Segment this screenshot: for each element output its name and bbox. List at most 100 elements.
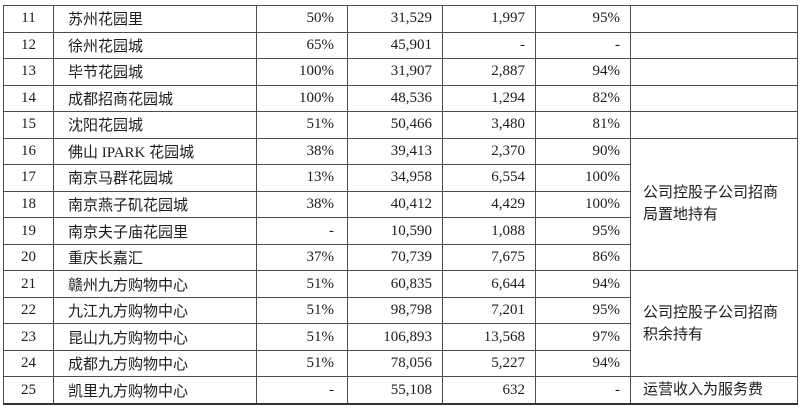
cell-amount-value: 3,480 (442, 111, 536, 139)
cell-amount-value: 2,370 (442, 137, 536, 166)
cell-occupancy-pct: 95% (535, 5, 631, 33)
cell-amount-value: 2,887 (442, 58, 536, 86)
cell-amount-value: 632 (442, 376, 536, 405)
cell-amount-value: 7,201 (442, 296, 536, 325)
cell-note (630, 5, 798, 33)
cell-row-number: 19 (3, 217, 54, 245)
cell-area-value: 31,907 (347, 58, 443, 86)
table-row: 11 苏州花园里 50% 31,529 1,997 95% (3, 5, 798, 33)
cell-property-name: 苏州花园里 (53, 5, 257, 33)
cell-ownership-pct: 38% (256, 137, 348, 166)
cell-occupancy-pct: 94% (535, 349, 631, 378)
cell-occupancy-pct: 81% (535, 111, 631, 139)
cell-ownership-pct: - (256, 217, 348, 245)
cell-ownership-pct: 51% (256, 111, 348, 139)
cell-amount-value: 1,294 (442, 84, 536, 113)
cell-amount-value: 13,568 (442, 323, 536, 351)
cell-occupancy-pct: 97% (535, 323, 631, 351)
table-row: 25 凯里九方购物中心 -55,108 632- 运营收入为服务费 (3, 376, 798, 405)
cell-area-value: 45,901 (347, 31, 443, 60)
table-row: 16 佛山 IPARK 花园城 38% 39,413 2,370 90% 公司控股子公司招商… (3, 137, 798, 272)
cell-row-number: 22 (3, 296, 54, 325)
cell-occupancy-pct: 94% (535, 58, 631, 86)
cell-ownership-pct: 51% (256, 296, 348, 325)
cell-property-name: 九江九方购物中心 (53, 296, 257, 325)
cell-ownership-pct: 51% (256, 270, 348, 298)
cell-property-name: 成都九方购物中心 (53, 349, 257, 378)
cell-amount-value: 7,675 (442, 243, 536, 272)
cell-ownership-pct: 65% (256, 31, 348, 60)
cell-area-value: 34,958 (347, 164, 443, 192)
cell-property-name: 成都招商花园城 (53, 84, 257, 113)
cell-amount-value: - (442, 31, 536, 60)
cell-amount-value: 4,429 (442, 190, 536, 219)
cell-property-name: 南京马群花园城 (53, 164, 257, 192)
cell-ownership-pct: 100% (256, 58, 348, 86)
cell-area-value: 98,798 (347, 296, 443, 325)
table-row: 24 成都九方购物中心 51% 78,056 5,227 94% (3, 349, 798, 378)
cell-row-number: 20 (3, 243, 54, 272)
cell-note (630, 58, 798, 86)
cell-occupancy-pct: 100% (535, 164, 631, 192)
property-table-body: 11 苏州花园里 50% 31,529 1,997 95% 12 徐州花园城 65% 45,901… (3, 5, 798, 405)
cell-property-name: 徐州花园城 (53, 31, 257, 60)
cell-property-name: 赣州九方购物中心 (53, 270, 257, 298)
cell-occupancy-pct: - (535, 31, 631, 60)
cell-row-number: 23 (3, 323, 54, 351)
table-row: 19 南京夫子庙花园里 -10,590 1,088 95% (3, 217, 798, 245)
cell-ownership-pct: 37% (256, 243, 348, 272)
cell-property-name: 佛山 IPARK 花园城 (53, 137, 257, 166)
cell-row-number: 15 (3, 111, 54, 139)
cell-row-number: 16 (3, 137, 54, 166)
cell-amount-value: 5,227 (442, 349, 536, 378)
cell-amount-value: 6,554 (442, 164, 536, 192)
cell-row-number: 14 (3, 84, 54, 113)
cell-ownership-pct: 51% (256, 323, 348, 351)
cell-note: 运营收入为服务费 (630, 376, 798, 405)
cell-row-number: 12 (3, 31, 54, 60)
cell-row-number: 21 (3, 270, 54, 298)
cell-occupancy-pct: 95% (535, 296, 631, 325)
cell-row-number: 18 (3, 190, 54, 219)
table-row: 17 南京马群花园城 13% 34,958 6,554 100% (3, 164, 798, 192)
table-row: 15 沈阳花园城 51% 50,466 3,480 81% (3, 111, 798, 139)
cell-area-value: 106,893 (347, 323, 443, 351)
cell-property-name: 凯里九方购物中心 (53, 376, 257, 405)
cell-property-name: 重庆长嘉汇 (53, 243, 257, 272)
cell-row-number: 25 (3, 376, 54, 405)
cell-occupancy-pct: 95% (535, 217, 631, 245)
cell-ownership-pct: 51% (256, 349, 348, 378)
cell-row-number: 13 (3, 58, 54, 86)
cell-area-value: 40,412 (347, 190, 443, 219)
table-row: 18 南京燕子矶花园城 38% 40,412 4,429 100% (3, 190, 798, 219)
cell-row-number: 17 (3, 164, 54, 192)
cell-amount-value: 1,997 (442, 5, 536, 33)
cell-area-value: 70,739 (347, 243, 443, 272)
cell-ownership-pct: 50% (256, 5, 348, 33)
cell-amount-value: 1,088 (442, 217, 536, 245)
cell-note (630, 31, 798, 60)
table-row: 13 毕节花园城 100% 31,907 2,887 94% (3, 58, 798, 86)
cell-row-number: 11 (3, 5, 54, 33)
cell-area-value: 78,056 (347, 349, 443, 378)
cell-occupancy-pct: 94% (535, 270, 631, 298)
cell-ownership-pct: 38% (256, 190, 348, 219)
cell-property-name: 昆山九方购物中心 (53, 323, 257, 351)
document-table: 11 苏州花园里 50% 31,529 1,997 95% 12 徐州花园城 65% 45,901… (3, 5, 798, 405)
cell-area-value: 10,590 (347, 217, 443, 245)
cell-amount-value: 6,644 (442, 270, 536, 298)
cell-occupancy-pct: - (535, 376, 631, 405)
cell-note (630, 84, 798, 113)
cell-row-number: 24 (3, 349, 54, 378)
cell-ownership-pct: - (256, 376, 348, 405)
table-row: 12 徐州花园城 65% 45,901- - (3, 31, 798, 60)
cell-property-name: 南京燕子矶花园城 (53, 190, 257, 219)
cell-area-value: 48,536 (347, 84, 443, 113)
cell-occupancy-pct: 86% (535, 243, 631, 272)
cell-occupancy-pct: 90% (535, 137, 631, 166)
cell-ownership-pct: 13% (256, 164, 348, 192)
cell-area-value: 31,529 (347, 5, 443, 33)
cell-note: 公司控股子公司招商 积余持有 (630, 270, 798, 378)
cell-area-value: 55,108 (347, 376, 443, 405)
cell-occupancy-pct: 82% (535, 84, 631, 113)
